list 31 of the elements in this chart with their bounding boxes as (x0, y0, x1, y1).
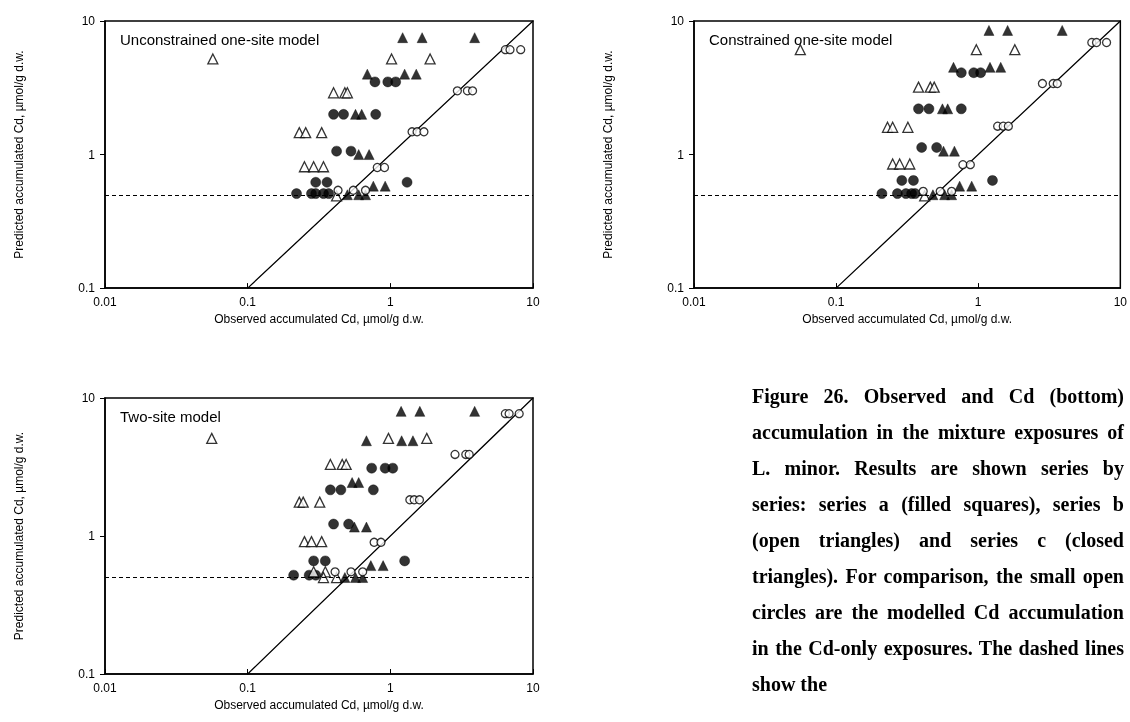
y-tick-label: 10 (81, 14, 96, 28)
x-tick-label: 10 (526, 681, 540, 695)
x-axis-title: Observed accumulated Cd, µmol/g d.w. (214, 697, 424, 712)
y-tick-label: 1 (88, 147, 96, 162)
y-tick-label: 1 (88, 529, 96, 543)
y-tick-label: 10 (670, 14, 685, 28)
y-axis-title: Predicted accumulated Cd, µmol/g d.w. (601, 50, 615, 259)
x-axis-title: Observed accumulated Cd, µmol/g d.w. (802, 312, 1013, 326)
y-tick-label: 0.1 (667, 281, 685, 296)
x-tick-label: 1 (386, 295, 394, 310)
y-tick-label: 0.1 (78, 281, 96, 296)
text: Two-site model (120, 408, 221, 425)
x-tick-label: 0.01 (93, 681, 117, 695)
x-tick-label: 0.1 (239, 295, 257, 310)
y-tick-label: 10 (81, 391, 96, 405)
y-axis-title: Predicted accumulated Cd, µmol/g d.w. (12, 431, 26, 641)
x-tick-label: 0.1 (239, 681, 257, 695)
text: Unconstrained one-site model (120, 31, 320, 48)
x-tick-label: 1 (974, 295, 982, 310)
x-tick-label: 10 (1113, 295, 1128, 310)
text: Figure 26. Observed and Cd (bottom) accumulation in the mixture exposures of L. minor. Results are shown series by series: series a (filled squares), series b (open triangles) and series c (closed triangles). For comparison, the small open circles are the modelled Cd accumulation in the Cd-only exposures. The dashed lines show the (752, 385, 1124, 695)
y-tick-label: 0.1 (78, 667, 96, 681)
x-tick-label: 1 (386, 681, 394, 695)
text: Constrained one-site model (709, 31, 893, 48)
x-tick-label: 0.01 (682, 295, 706, 310)
y-tick-label: 1 (677, 147, 685, 162)
x-tick-label: 10 (526, 295, 540, 310)
x-tick-label: 0.1 (827, 295, 845, 310)
x-axis-title: Observed accumulated Cd, µmol/g d.w. (214, 312, 424, 326)
x-tick-label: 0.01 (93, 295, 117, 310)
y-axis-title: Predicted accumulated Cd, µmol/g d.w. (12, 50, 26, 259)
